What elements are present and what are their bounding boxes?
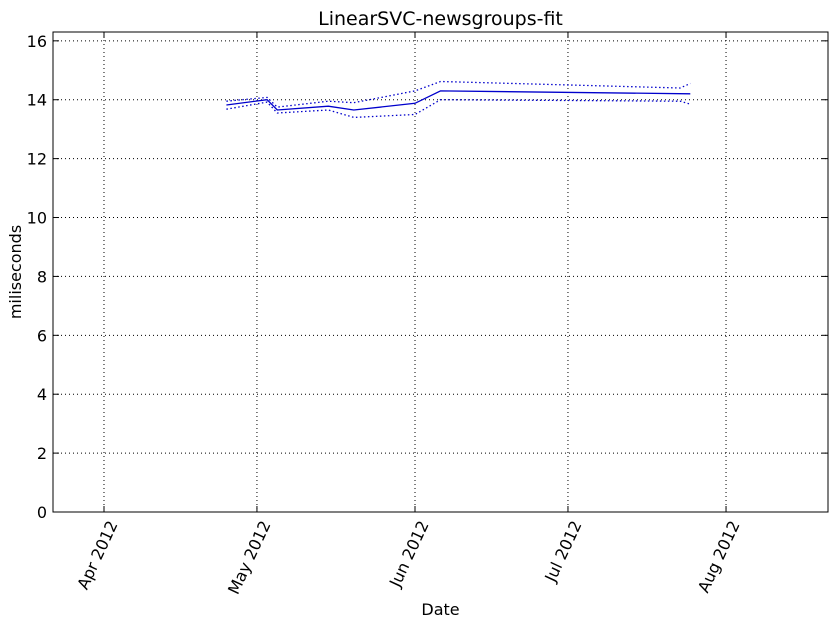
y-tick-label: 10: [27, 209, 47, 228]
y-axis-title: miliseconds: [6, 225, 25, 319]
bound-line: [226, 80, 691, 108]
y-tick-label: 12: [27, 150, 47, 169]
y-tick-label: 14: [27, 91, 47, 110]
bound-line: [226, 99, 691, 119]
ticks: [53, 32, 828, 513]
plot-frame: [52, 31, 829, 513]
chart-title: LinearSVC-newsgroups-fit: [318, 8, 563, 30]
series-layer: [226, 80, 691, 119]
y-tick-label: 8: [37, 267, 47, 286]
y-tick-label: 16: [27, 32, 47, 51]
series-line: [226, 90, 691, 111]
y-tick-label: 0: [37, 503, 47, 522]
x-axis-title: Date: [421, 600, 459, 619]
y-tick-label: 6: [37, 326, 47, 345]
grid: [53, 32, 828, 513]
y-tick-label: 2: [37, 444, 47, 463]
y-tick-label: 4: [37, 385, 47, 404]
